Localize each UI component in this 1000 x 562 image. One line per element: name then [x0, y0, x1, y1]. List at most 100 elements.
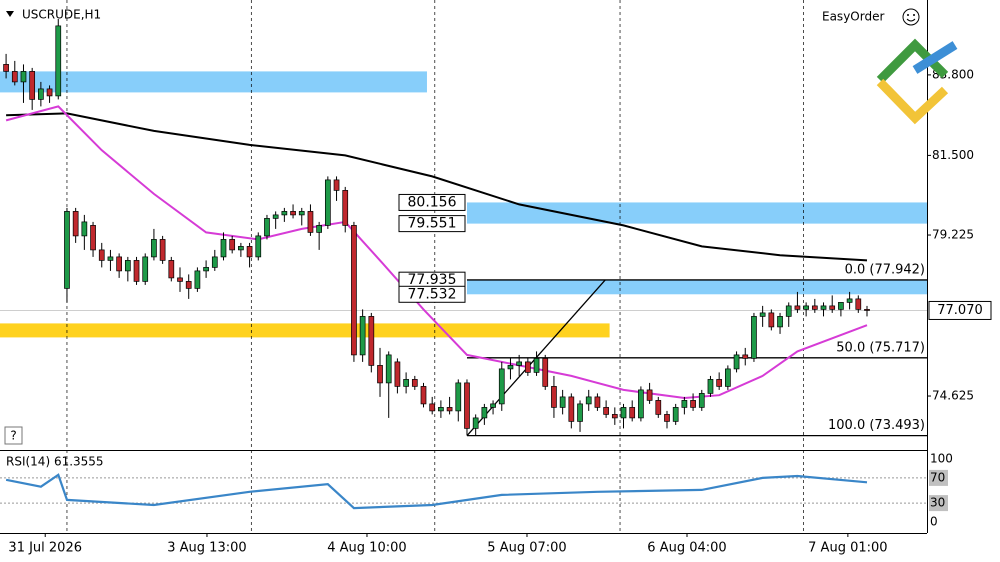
candle-body	[846, 298, 853, 303]
rsi-tick-label: 70	[930, 470, 945, 484]
price-label-box	[398, 215, 466, 233]
candle-body	[672, 407, 679, 422]
zone	[466, 280, 927, 295]
candle-body	[11, 71, 18, 83]
x-tick-label: 4 Aug 10:00	[327, 541, 406, 556]
candle-body	[333, 179, 340, 191]
candle-body	[20, 71, 27, 83]
candle-body	[716, 379, 723, 387]
candle-body	[420, 386, 427, 405]
candle-body	[72, 211, 79, 237]
candle-body	[107, 256, 114, 261]
candle-body	[351, 225, 357, 356]
price-label: 79.551	[408, 216, 457, 232]
candle-body	[525, 361, 531, 373]
candle-body	[542, 358, 549, 387]
candle-body	[185, 281, 192, 289]
candle-body	[785, 305, 792, 317]
candle-body	[29, 71, 36, 100]
candle-body	[377, 365, 383, 384]
candle-body	[498, 368, 505, 405]
candle-body	[664, 414, 670, 422]
x-tick-label: 6 Aug 04:00	[647, 541, 726, 556]
candle-body	[629, 407, 636, 419]
logo	[876, 38, 958, 125]
candle-body	[429, 403, 436, 412]
candle-body	[742, 354, 749, 359]
candle-body	[620, 407, 627, 419]
candle-body	[255, 235, 262, 258]
candle-body	[733, 354, 740, 370]
candle-body	[307, 211, 314, 233]
candle-body	[568, 396, 575, 422]
price-label-box	[398, 193, 466, 211]
candle-body	[533, 358, 540, 373]
candle-body	[725, 368, 731, 387]
zone	[0, 71, 427, 93]
candle-body	[855, 298, 862, 310]
x-tick-label: 3 Aug 13:00	[167, 541, 246, 556]
candle-body	[438, 407, 444, 412]
candle-body	[151, 239, 157, 258]
candle-body	[794, 305, 801, 310]
help-label[interactable]: ?	[10, 429, 16, 443]
candle-body	[603, 407, 609, 415]
candle-body	[220, 239, 227, 258]
candle-body	[203, 267, 209, 272]
candle-body	[585, 396, 592, 405]
candle-body	[142, 256, 149, 282]
candle-body	[98, 249, 105, 261]
candle-body	[577, 403, 583, 422]
price-label-box	[398, 285, 466, 303]
candle-body	[464, 382, 470, 429]
fib-label: 50.0 (75.717)	[836, 340, 925, 355]
candle-body	[46, 88, 53, 97]
candle-body	[133, 260, 140, 282]
fib-label: 100.0 (73.493)	[828, 418, 925, 433]
candle-body	[681, 400, 688, 408]
candle-body	[290, 211, 296, 216]
candle-body	[811, 305, 818, 310]
candle-body	[64, 211, 70, 289]
y-tick-label: 79.225	[932, 228, 974, 242]
candle-body	[116, 256, 122, 272]
candle-body	[768, 312, 775, 328]
moving-average	[5, 105, 868, 400]
candle-body	[838, 302, 844, 310]
candle-body	[411, 379, 418, 387]
price-label: 80.156	[408, 194, 457, 210]
candle-body	[159, 239, 166, 261]
candle-body	[168, 260, 175, 279]
broker-label: EasyOrder	[822, 10, 884, 24]
candle-body	[316, 225, 322, 233]
candle-body	[646, 389, 653, 401]
price-label: 77.532	[408, 286, 457, 302]
candle-body	[611, 414, 618, 419]
x-tick-label: 5 Aug 07:00	[487, 541, 566, 556]
candle-body	[516, 361, 523, 366]
candle-body	[777, 316, 783, 328]
moving-average	[6, 112, 868, 262]
candle-body	[559, 396, 566, 408]
menu-arrow[interactable]	[6, 11, 14, 17]
candle-body	[3, 64, 9, 72]
candle-body	[803, 305, 809, 310]
candle-body	[359, 316, 366, 356]
smiley[interactable]	[902, 8, 920, 26]
last-price-label: 77.070	[937, 303, 983, 318]
rsi-tick-label: 0	[930, 515, 938, 529]
candle-body	[368, 316, 375, 366]
candle-body	[638, 389, 644, 419]
help-button[interactable]	[4, 426, 23, 445]
candle-body	[490, 403, 496, 408]
candle-body	[324, 179, 331, 226]
candle-body	[446, 407, 453, 412]
candle-body	[707, 379, 714, 394]
candle-body	[507, 365, 514, 370]
candle-body	[342, 190, 349, 226]
candle-body	[55, 25, 62, 97]
fib-label: 0.0 (77.942)	[845, 262, 925, 277]
rsi-tick-label: 30	[930, 496, 945, 510]
